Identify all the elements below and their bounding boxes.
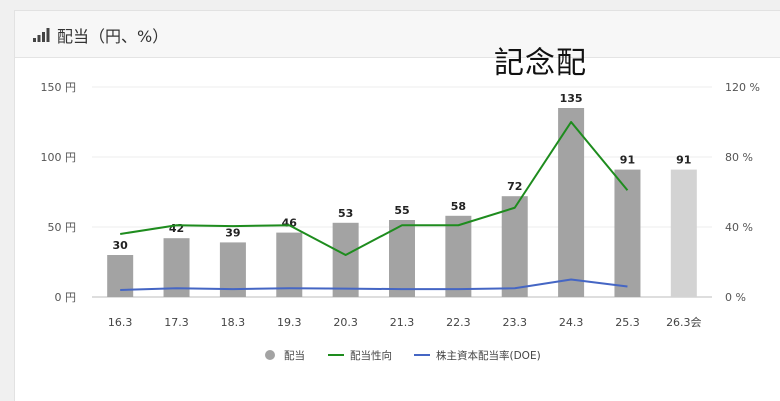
dividend-bar (558, 108, 585, 297)
commemorative-dividend-annotation: 記念配 (494, 46, 587, 81)
legend-label-dividend: 配当 (284, 349, 305, 362)
x-tick-label: 23.3 (502, 316, 527, 329)
bar-data-label: 58 (451, 200, 466, 213)
x-tick-label: 17.3 (164, 316, 189, 329)
y-left-tick-label: 150 円 (41, 81, 77, 94)
x-tick-label: 25.3 (615, 316, 640, 329)
y-right-tick-label: 0 % (725, 291, 746, 304)
payout-ratio-line (120, 121, 629, 256)
dividend-bar (389, 220, 415, 297)
bar-data-label: 91 (620, 154, 635, 167)
panel-title: 配当（円、%） (57, 27, 169, 46)
legend-label-payout-ratio: 配当性向 (350, 349, 392, 362)
signal-bars-icon (33, 28, 50, 42)
y-left-tick-label: 100 円 (41, 151, 77, 164)
x-tick-label: 22.3 (446, 316, 471, 329)
dividend-bar (276, 232, 303, 297)
dividend-bar (445, 215, 472, 297)
dividend-chart-card: 配当（円、%） (14, 10, 780, 401)
bar-data-label: 30 (113, 239, 129, 252)
x-tick-label: 16.3 (108, 316, 133, 329)
y-right-tick-label: 40 % (725, 221, 753, 234)
legend-marker-dividend (265, 350, 275, 360)
x-tick-label: 20.3 (333, 316, 358, 329)
bar-data-label: 135 (560, 92, 583, 105)
dividend-bar (332, 222, 359, 297)
x-tick-label: 18.3 (221, 316, 246, 329)
bar-data-label: 91 (676, 154, 691, 167)
dividend-bar (501, 196, 528, 297)
dividend-bar (163, 238, 190, 297)
bar-data-label: 42 (169, 222, 184, 235)
y-right-tick-label: 120 % (725, 81, 760, 94)
x-tick-label: 26.3会 (666, 316, 702, 329)
x-tick-label: 24.3 (559, 316, 584, 329)
x-tick-label: 21.3 (390, 316, 415, 329)
y-left-tick-label: 50 円 (48, 221, 77, 234)
legend-label-doe: 株主資本配当率(DOE) (436, 349, 541, 362)
y-left-tick-label: 0 円 (55, 291, 77, 304)
dividend-bar (614, 169, 641, 297)
bar-data-label: 55 (394, 204, 409, 217)
dividend-bar (219, 242, 246, 297)
x-tick-label: 19.3 (277, 316, 302, 329)
panel-header: 配当（円、%） (15, 11, 780, 58)
doe-line (120, 278, 628, 291)
bar-data-label: 53 (338, 207, 353, 220)
bar-data-label: 72 (507, 180, 522, 193)
dividend-bar (670, 169, 697, 297)
y-right-tick-label: 80 % (725, 151, 753, 164)
bar-data-label: 39 (225, 226, 240, 239)
